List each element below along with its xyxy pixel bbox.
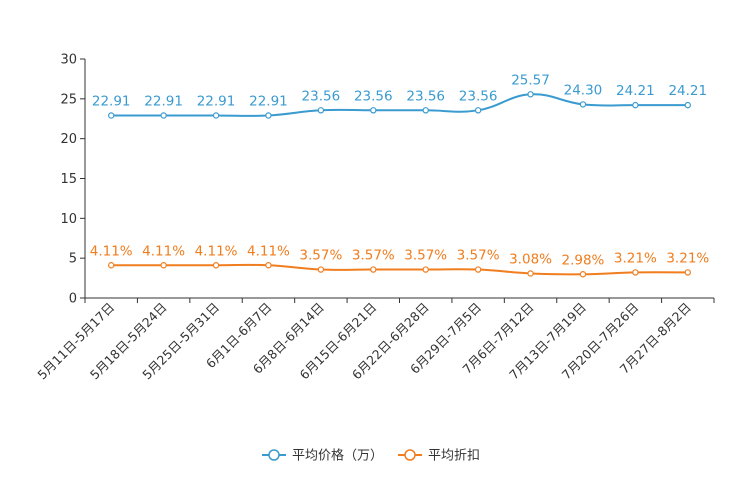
price-data-label: 24.30 bbox=[564, 82, 603, 98]
price-data-point bbox=[370, 107, 377, 114]
price-data-point bbox=[160, 112, 167, 119]
price-data-point bbox=[579, 101, 587, 108]
legend-marker-icon bbox=[268, 449, 280, 461]
discount-data-point bbox=[317, 266, 325, 273]
discount-data-label: 3.21% bbox=[666, 250, 709, 266]
price-data-label: 24.21 bbox=[668, 83, 707, 99]
discount-data-point bbox=[265, 262, 272, 269]
discount-series-line bbox=[111, 263, 688, 276]
discount-data-point bbox=[422, 266, 429, 273]
y-tick-label: 0 bbox=[69, 292, 77, 307]
price-data-point bbox=[632, 101, 639, 109]
price-data-point bbox=[108, 112, 115, 119]
legend-label: 平均折扣 bbox=[428, 449, 480, 464]
price-data-point bbox=[527, 91, 534, 98]
price-data-label: 23.56 bbox=[354, 88, 393, 104]
price-data-point bbox=[317, 107, 325, 114]
legend-label: 平均价格（万） bbox=[292, 448, 383, 464]
price-data-point bbox=[422, 107, 429, 114]
legend-item-discount: 平均折扣 bbox=[398, 449, 480, 464]
y-tick-label: 10 bbox=[60, 212, 77, 227]
discount-data-label: 4.11% bbox=[247, 243, 290, 259]
discount-data-label: 3.57% bbox=[352, 248, 395, 264]
y-tick-label: 25 bbox=[60, 92, 77, 107]
legend-item-price: 平均价格（万） bbox=[262, 448, 383, 464]
discount-data-point bbox=[527, 270, 534, 277]
discount-data-point bbox=[370, 266, 377, 273]
discount-data-label: 4.11% bbox=[195, 243, 238, 259]
discount-data-label: 3.57% bbox=[404, 248, 447, 264]
discount-data-label: 4.11% bbox=[90, 243, 133, 259]
discount-data-label: 3.57% bbox=[299, 248, 342, 264]
price-data-label: 22.91 bbox=[144, 93, 183, 109]
discount-data-point bbox=[632, 269, 639, 276]
y-tick-label: 20 bbox=[60, 132, 77, 147]
price-data-point bbox=[474, 107, 482, 114]
price-data-label: 25.57 bbox=[511, 72, 550, 88]
legend-marker-icon bbox=[404, 449, 416, 461]
discount-data-label: 3.57% bbox=[457, 248, 500, 264]
discount-data-point bbox=[579, 271, 587, 278]
discount-data-point bbox=[108, 262, 115, 269]
price-data-label: 23.56 bbox=[406, 88, 445, 104]
price-data-label: 22.91 bbox=[197, 93, 236, 109]
y-tick-label: 30 bbox=[60, 53, 77, 68]
discount-data-label: 2.98% bbox=[562, 252, 605, 268]
price-series-line bbox=[111, 93, 688, 117]
price-data-point bbox=[212, 112, 220, 119]
price-data-label: 23.56 bbox=[302, 88, 341, 104]
price-data-point bbox=[684, 101, 691, 109]
price-data-label: 22.91 bbox=[92, 93, 131, 109]
y-tick-label: 5 bbox=[69, 252, 77, 267]
discount-data-point bbox=[684, 269, 691, 276]
price-data-label: 22.91 bbox=[249, 93, 288, 109]
discount-data-label: 3.08% bbox=[509, 251, 552, 267]
discount-data-point bbox=[474, 266, 482, 273]
discount-data-point bbox=[160, 262, 167, 269]
discount-data-label: 4.11% bbox=[142, 243, 185, 259]
y-tick-label: 15 bbox=[60, 172, 77, 187]
price-data-label: 23.56 bbox=[459, 88, 498, 104]
discount-data-label: 3.21% bbox=[614, 250, 657, 266]
price-data-label: 24.21 bbox=[616, 83, 655, 99]
discount-data-point bbox=[212, 262, 220, 269]
price-data-point bbox=[265, 112, 272, 119]
